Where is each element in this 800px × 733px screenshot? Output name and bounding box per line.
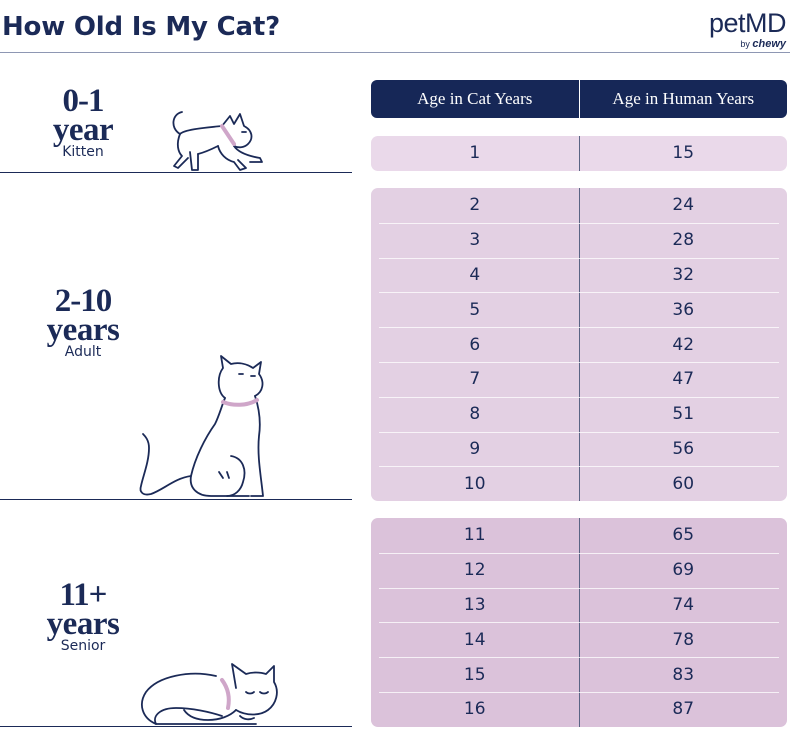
human-age-cell: 83	[672, 664, 695, 685]
table-row: 14 78	[371, 622, 787, 658]
table-header: Age in Cat Years Age in Human Years	[371, 80, 787, 118]
column-divider	[578, 327, 580, 362]
table-row: 6 42	[371, 327, 787, 362]
petmd-logo: petMD by chewy	[708, 8, 787, 51]
page-title: How Old Is My Cat?	[2, 12, 280, 42]
human-age-cell: 74	[672, 594, 695, 615]
cat-age-cell: 15	[463, 664, 486, 685]
human-age-cell: 87	[672, 699, 695, 720]
table-row: 4 32	[371, 257, 787, 293]
column-divider	[578, 431, 580, 467]
kitten-unit: year	[52, 112, 114, 148]
column-divider	[578, 136, 580, 171]
senior-floor-line	[0, 726, 352, 727]
human-age-cell: 51	[672, 404, 695, 425]
human-age-cell: 36	[672, 299, 695, 320]
table-row: 1 15	[371, 136, 787, 171]
adult-floor-line	[0, 499, 352, 500]
senior-range: 11+	[59, 577, 108, 613]
cat-age-cell: 8	[469, 404, 481, 425]
human-age-cell: 69	[672, 560, 695, 581]
column-divider	[578, 691, 580, 727]
logo-by: by	[740, 39, 750, 49]
column-divider	[578, 622, 580, 658]
column-divider	[578, 657, 580, 692]
cat-age-cell: 3	[469, 230, 481, 251]
column-divider	[578, 552, 580, 588]
logo-chewy: chewy	[752, 38, 786, 50]
cat-age-cell: 7	[469, 369, 481, 390]
adult-table-group: 2 24 3 28 4 32 5 36 6 42 7 47 8 51 9 56 10 60	[371, 188, 787, 502]
column-divider	[578, 466, 580, 502]
column-divider	[578, 188, 580, 223]
column-divider	[578, 361, 580, 397]
sitting-cat-icon	[139, 355, 264, 497]
cat-age-cell: 11	[463, 525, 486, 546]
column-divider	[578, 222, 580, 258]
kitten-stage-label: 0-1 year Kitten	[28, 83, 138, 161]
kitten-range: 0-1	[62, 83, 105, 119]
senior-stage-label: 11+ years Senior	[28, 577, 138, 655]
human-age-cell: 47	[672, 369, 695, 390]
cat-age-cell: 2	[469, 195, 481, 216]
column-divider	[578, 396, 580, 432]
kitten-table-group: 1 15	[371, 136, 787, 171]
table-row: 15 83	[371, 657, 787, 692]
table-row: 3 28	[371, 222, 787, 258]
table-row: 10 60	[371, 466, 787, 502]
column-divider	[578, 257, 580, 293]
cat-age-cell: 6	[469, 334, 481, 355]
human-age-cell: 65	[672, 525, 695, 546]
column-divider	[578, 587, 580, 623]
cat-age-cell: 14	[463, 629, 486, 650]
kitten-name: Kitten	[62, 144, 104, 160]
cat-age-cell: 9	[469, 438, 481, 459]
cat-age-cell: 13	[463, 594, 486, 615]
column-divider	[578, 292, 580, 328]
adult-stage-label: 2-10 years Adult	[28, 283, 138, 361]
cat-age-cell: 5	[469, 299, 481, 320]
adult-range: 2-10	[54, 283, 113, 319]
table-row: 11 65	[371, 518, 787, 553]
adult-unit: years	[46, 312, 120, 348]
table-row: 5 36	[371, 292, 787, 328]
table-row: 8 51	[371, 396, 787, 432]
cat-age-cell: 10	[463, 473, 486, 494]
human-age-cell: 28	[672, 230, 695, 251]
kitten-floor-line	[0, 172, 352, 173]
sleeping-cat-icon	[141, 663, 278, 725]
human-age-cell: 15	[672, 143, 695, 164]
table-row: 2 24	[371, 188, 787, 223]
human-age-cell: 32	[672, 264, 695, 285]
table-row: 16 87	[371, 691, 787, 727]
column-divider	[578, 518, 580, 553]
table-row: 7 47	[371, 361, 787, 397]
header-divider	[0, 52, 790, 53]
walking-kitten-icon	[172, 111, 263, 171]
cat-age-cell: 4	[469, 264, 481, 285]
senior-table-group: 11 65 12 69 13 74 14 78 15 83 16 87	[371, 518, 787, 727]
cat-age-cell: 1	[469, 143, 481, 164]
adult-name: Adult	[64, 344, 102, 360]
human-age-cell: 60	[672, 473, 695, 494]
human-age-cell: 78	[672, 629, 695, 650]
table-row: 13 74	[371, 587, 787, 623]
logo-text: petMD	[708, 8, 787, 38]
col-header-human-years: Age in Human Years	[612, 89, 755, 108]
senior-name: Senior	[60, 638, 106, 654]
table-row: 12 69	[371, 552, 787, 588]
col-header-cat-years: Age in Cat Years	[417, 89, 533, 108]
logo-brand: petMD	[708, 8, 787, 38]
cat-age-cell: 12	[463, 560, 486, 581]
cat-age-cell: 16	[463, 699, 486, 720]
col-header-divider	[578, 80, 580, 118]
table-row: 9 56	[371, 431, 787, 467]
senior-unit: years	[46, 606, 120, 642]
human-age-cell: 42	[672, 334, 695, 355]
human-age-cell: 24	[672, 195, 695, 216]
human-age-cell: 56	[672, 438, 695, 459]
logo-byline: by chewy	[709, 38, 786, 50]
